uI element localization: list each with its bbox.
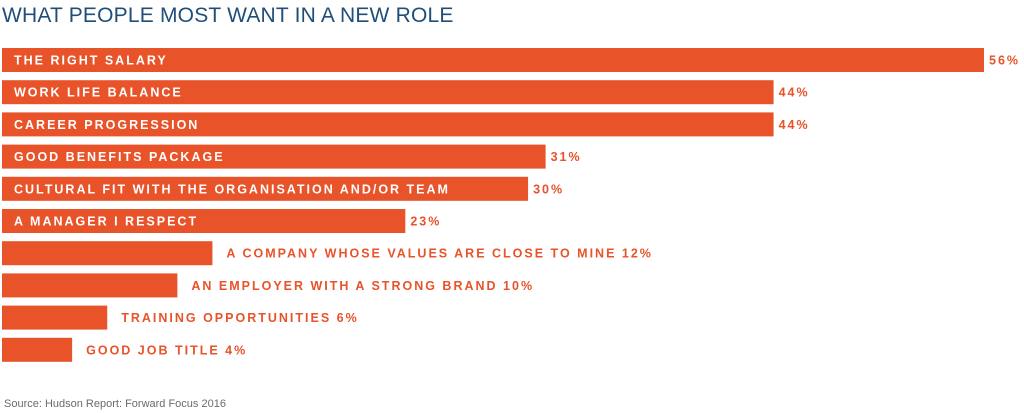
value-label: 30% [533, 182, 564, 196]
value-label: 44% [779, 86, 810, 100]
category-label: A COMPANY WHOSE VALUES ARE CLOSE TO MINE… [226, 247, 652, 261]
bar-9 [2, 305, 108, 330]
category-label: CULTURAL FIT WITH THE ORGANISATION AND/O… [14, 182, 450, 196]
category-label: TRAINING OPPORTUNITIES 6% [121, 311, 359, 325]
category-label: CAREER PROGRESSION [14, 118, 199, 132]
category-label: A MANAGER I RESPECT [14, 215, 198, 229]
value-label: 12% [616, 247, 653, 261]
category-label: AN EMPLOYER WITH A STRONG BRAND 10% [191, 279, 534, 293]
bar-7 [2, 241, 213, 266]
category-label: THE RIGHT SALARY [14, 54, 168, 68]
category-label: GOOD BENEFITS PACKAGE [14, 150, 225, 164]
bar-3 [2, 112, 774, 137]
category-label: GOOD JOB TITLE 4% [86, 343, 247, 357]
bar-1 [2, 48, 984, 72]
value-label: 56% [989, 54, 1020, 68]
category-text: TRAINING OPPORTUNITIES [121, 311, 331, 325]
bar-5 [2, 176, 529, 201]
value-label: 31% [551, 150, 582, 164]
value-label: 44% [779, 118, 810, 132]
category-text: AN EMPLOYER WITH A STRONG BRAND [191, 279, 497, 293]
source-note: Source: Hudson Report: Forward Focus 201… [4, 398, 226, 410]
bar-4 [2, 144, 546, 169]
value-label: 4% [220, 343, 248, 357]
category-text: GOOD JOB TITLE [86, 343, 220, 357]
bar-2 [2, 80, 774, 105]
category-label: WORK LIFE BALANCE [14, 86, 183, 100]
bar-6 [2, 209, 406, 233]
bar-10 [2, 337, 73, 362]
value-label: 23% [410, 215, 441, 229]
chart-title: WHAT PEOPLE MOST WANT IN A NEW ROLE [2, 4, 454, 27]
category-text: A COMPANY WHOSE VALUES ARE CLOSE TO MINE [226, 247, 616, 261]
value-label: 6% [331, 311, 359, 325]
value-label: 10% [498, 279, 535, 293]
bar-8 [2, 273, 178, 298]
